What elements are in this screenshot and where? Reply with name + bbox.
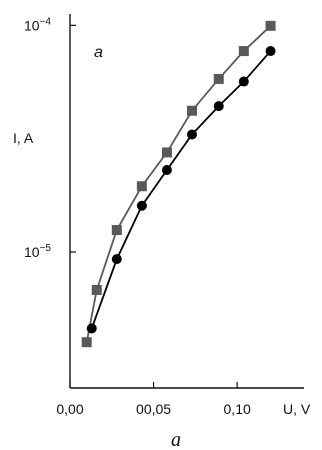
circle-point <box>265 46 276 57</box>
square-point <box>265 20 276 31</box>
circle-point <box>136 200 147 211</box>
x-axis-label: U, V <box>283 401 311 417</box>
circle-point <box>238 76 249 87</box>
square-point <box>111 225 122 236</box>
x-tick-label: 00,05 <box>136 401 171 417</box>
square-point <box>238 46 249 57</box>
square-point <box>81 337 92 348</box>
square-point <box>213 73 224 84</box>
square-point <box>136 181 147 192</box>
square-point <box>187 105 198 116</box>
y-tick-exponent: −4 <box>40 16 52 27</box>
x-tick-label: 0,10 <box>224 401 251 417</box>
panel-label: a <box>94 44 103 61</box>
circle-point <box>187 129 198 140</box>
square-point <box>91 284 102 295</box>
circle-point <box>86 323 97 334</box>
circle-point <box>213 101 224 112</box>
square-point <box>161 147 172 158</box>
x-ticks-group: 0,00 00,05 0,10 <box>56 382 251 417</box>
circle-point <box>111 254 122 265</box>
series-line <box>90 50 272 329</box>
x-tick-label: 0,00 <box>56 401 83 417</box>
y-tick-exponent: −5 <box>40 243 52 254</box>
y-axis-label: I, A <box>13 130 34 146</box>
series-group <box>81 20 276 348</box>
caption-label: a <box>171 429 181 450</box>
circle-point <box>161 165 172 176</box>
axes-group <box>69 14 304 389</box>
